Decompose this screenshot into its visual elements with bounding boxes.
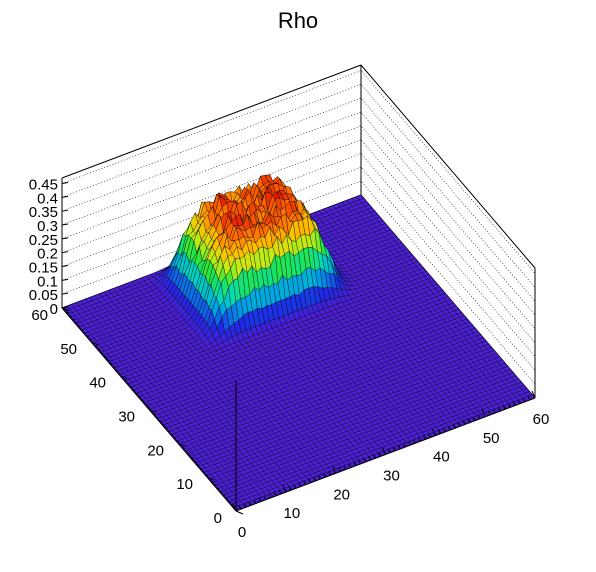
- y-tick-label: 40: [89, 375, 106, 392]
- z-tick-label: 0.45: [29, 177, 58, 194]
- y-tick-label: 50: [60, 341, 77, 358]
- x-tick-label: 0: [238, 524, 246, 541]
- x-tick-label: 20: [333, 486, 350, 503]
- y-tick-label: 60: [31, 307, 48, 324]
- y-tick-label: 20: [147, 442, 164, 459]
- z-tick: [61, 209, 69, 212]
- chart-title: Rho: [278, 8, 318, 33]
- z-tick: [61, 251, 69, 254]
- surface-mesh: [61, 174, 536, 512]
- back-edge: [360, 64, 536, 269]
- z-tick: [61, 237, 69, 240]
- z-axis: 00.050.10.150.20.250.30.350.40.45: [29, 177, 69, 318]
- x-tick-label: 40: [433, 449, 450, 466]
- y-tick-label: 0: [214, 510, 222, 527]
- z-tick: [61, 195, 69, 198]
- z-tick: [61, 278, 69, 281]
- z-tick: [61, 182, 69, 185]
- x-tick-label: 60: [533, 411, 550, 428]
- z-tick: [61, 265, 69, 268]
- y-tick: [235, 510, 244, 515]
- y-tick-label: 30: [118, 409, 135, 426]
- z-tick: [61, 223, 69, 226]
- z-tick: [61, 292, 69, 295]
- x-tick-label: 30: [383, 468, 400, 485]
- back-edge: [61, 64, 362, 179]
- y-tick-label: 10: [176, 476, 193, 493]
- x-tick-label: 50: [483, 430, 500, 447]
- x-tick-label: 10: [283, 505, 300, 522]
